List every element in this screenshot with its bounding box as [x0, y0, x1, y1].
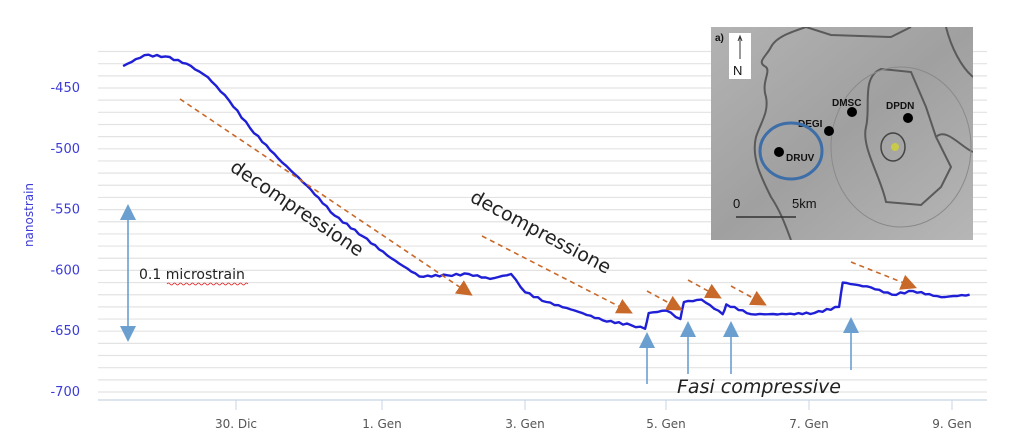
- station-druv-marker: [774, 147, 784, 157]
- station-degi-label: DEGI: [798, 119, 823, 130]
- y-tick-label: -600: [50, 263, 80, 278]
- strain-series-line: [122, 53, 970, 330]
- summit-crater: [891, 143, 899, 151]
- decompression-arrows: [179, 98, 917, 314]
- x-axis: 30. Dic 1. Gen 3. Gen 5. Gen 7. Gen 9. Gen: [98, 399, 987, 431]
- decompression-arrow: [850, 261, 917, 290]
- x-tick-label: 1. Gen: [362, 417, 402, 431]
- spellcheck-underline: [166, 282, 249, 286]
- y-axis-title: nanostrain: [22, 183, 36, 247]
- station-dpdn-label: DPDN: [886, 101, 914, 112]
- station-druv-label: DRUV: [786, 153, 815, 164]
- compression-label: Fasi compressive: [677, 376, 841, 398]
- druv-highlight-circle: [758, 121, 824, 181]
- y-tick-label: -550: [50, 203, 80, 218]
- decompression-arrow: [687, 279, 722, 299]
- panel-label: a): [715, 33, 724, 44]
- north-label: N: [733, 63, 742, 78]
- terrain-contours-light: [830, 66, 972, 228]
- y-tick-label: -500: [50, 142, 80, 157]
- x-tick-label: 30. Dic: [215, 417, 257, 431]
- north-arrowhead-icon: [737, 34, 743, 42]
- station-dmsc-marker: [847, 107, 857, 117]
- scale-end-label: 5km: [792, 196, 817, 211]
- station-degi-marker: [824, 126, 834, 136]
- y-tick-label: -450: [50, 81, 80, 96]
- y-tick-label: -700: [50, 385, 80, 400]
- station-dpdn-marker: [903, 113, 913, 123]
- terrain-contours: [753, 27, 973, 240]
- decompression-arrow: [481, 235, 633, 314]
- scale-start-label: 0: [733, 196, 740, 211]
- station-dmsc-label: DMSC: [832, 98, 861, 109]
- x-tick-label: 5. Gen: [646, 417, 686, 431]
- x-tick-label: 9. Gen: [932, 417, 972, 431]
- inset-map: a) N DMSC DPDN DEGI DRUV 0 5km: [711, 27, 973, 240]
- x-tick-label: 7. Gen: [789, 417, 829, 431]
- x-tick-label: 3. Gen: [505, 417, 545, 431]
- scale-label: 0.1 microstrain: [139, 267, 245, 283]
- decompression-arrow: [730, 285, 767, 306]
- y-axis: -450 -500 -550 -600 -650 -700: [50, 81, 80, 400]
- decompression-label-2: decompressione: [467, 186, 615, 279]
- decompression-arrow: [179, 98, 473, 296]
- compression-arrows: [639, 317, 859, 384]
- y-tick-label: -650: [50, 324, 80, 339]
- decompression-arrow: [646, 290, 683, 311]
